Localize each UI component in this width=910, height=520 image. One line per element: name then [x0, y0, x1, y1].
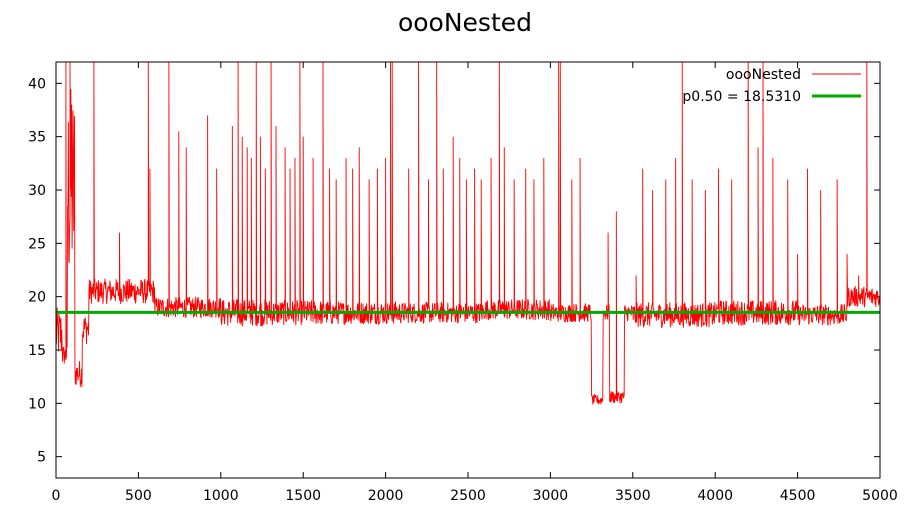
chart-title: oooNested: [397, 8, 533, 37]
x-tick-label: 500: [125, 488, 152, 504]
x-tick-label: 4000: [697, 488, 733, 504]
x-tick-label: 1000: [203, 488, 239, 504]
x-tick-label: 1500: [285, 488, 321, 504]
plot-area-border: [55, 61, 881, 479]
y-tick-label: 25: [28, 236, 46, 252]
x-tick-label: 0: [52, 488, 61, 504]
x-tick-label: 2000: [368, 488, 404, 504]
y-tick-label: 35: [28, 130, 46, 146]
x-tick-label: 2500: [450, 488, 486, 504]
x-tick-label: 4500: [780, 488, 816, 504]
y-tick-label: 10: [28, 396, 46, 412]
tick-marks: [55, 62, 881, 478]
legend-label-1: p0.50 = 18.5310: [682, 89, 801, 105]
x-tick-label: 3000: [533, 488, 569, 504]
x-tick-label: 3500: [615, 488, 651, 504]
y-tick-label: 40: [28, 76, 46, 92]
x-axis-tick-labels: 0 500 1000 1500 2000 2500 3000 3500 4000 4500 5000: [52, 488, 898, 504]
y-tick-label: 15: [28, 343, 46, 359]
y-tick-label: 30: [28, 183, 46, 199]
legend: oooNested p0.50 = 18.5310: [682, 67, 861, 105]
series-layer: [55, 61, 881, 405]
legend-label-0: oooNested: [726, 67, 801, 83]
y-tick-label: 5: [37, 450, 46, 466]
y-tick-label: 20: [28, 290, 46, 306]
y-axis-tick-labels: 5 10 15 20 25 30 35 40: [28, 76, 46, 465]
series-line-0: [55, 61, 881, 405]
x-tick-label: 5000: [862, 488, 898, 504]
